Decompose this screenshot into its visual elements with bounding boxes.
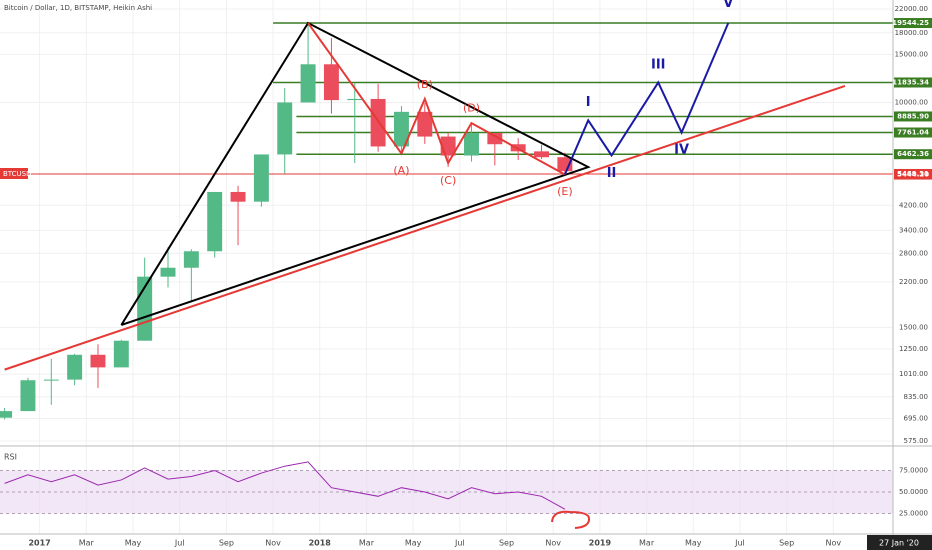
candle-body xyxy=(90,354,106,368)
level-badge xyxy=(894,169,932,180)
wave-label: (B) xyxy=(417,78,433,91)
rsi-label: RSI xyxy=(4,453,17,462)
rsi-line xyxy=(4,461,566,510)
level-label: 19544.25 xyxy=(892,19,929,27)
hand-drawn-circle xyxy=(551,510,591,529)
candle-body xyxy=(347,98,363,101)
x-tick-label: May xyxy=(405,539,422,548)
wave-label: (A) xyxy=(393,164,409,177)
level-badge xyxy=(894,77,932,88)
wave-label: III xyxy=(651,58,666,73)
y-tick-label: 1250.00 xyxy=(899,345,928,353)
wave-label: I xyxy=(586,95,591,110)
x-tick-label: Jul xyxy=(174,539,185,548)
annotation-line xyxy=(4,84,846,371)
level-label: 11835.34 xyxy=(892,78,929,86)
candle-body xyxy=(393,111,409,147)
x-tick-label: May xyxy=(685,539,702,548)
y-tick-label: 10000.00 xyxy=(895,98,928,106)
x-tick-label: Sep xyxy=(499,539,514,548)
x-tick-label: Jul xyxy=(734,539,745,548)
candle-body xyxy=(230,191,246,202)
x-tick-label: Sep xyxy=(219,539,234,548)
level-label: 7761.04 xyxy=(897,129,929,137)
chart-title: Bitcoin / Dollar, 1D, BITSTAMP, Heikin A… xyxy=(4,4,152,12)
candle-body xyxy=(253,154,269,202)
y-tick-label: 575.00 xyxy=(904,437,929,445)
annotation-line xyxy=(307,22,566,176)
x-tick-label: Nov xyxy=(545,539,561,548)
level-label: 5444.20 xyxy=(897,171,929,179)
level-badge xyxy=(894,111,932,122)
wave-label: II xyxy=(607,166,617,181)
candle-body xyxy=(183,251,199,268)
wave-label: (E) xyxy=(557,185,573,198)
candle-body xyxy=(277,102,293,155)
cursor-date-badge xyxy=(867,535,932,550)
candle-body xyxy=(67,354,83,380)
candle-body xyxy=(0,411,13,418)
candle-body xyxy=(160,267,176,277)
annotation-line xyxy=(120,21,591,326)
candle-body xyxy=(487,132,503,145)
wave-label: (C) xyxy=(440,174,456,187)
symbol-badge xyxy=(0,168,28,179)
candle-body xyxy=(113,340,129,368)
wave-label: IV xyxy=(674,142,689,157)
x-tick-label: Mar xyxy=(79,539,95,548)
y-tick-label: 22000.00 xyxy=(895,5,928,13)
level-label: 8885.90 xyxy=(897,112,929,120)
y-tick-label: 4200.00 xyxy=(899,201,928,209)
candle-body xyxy=(417,111,433,137)
y-tick-label: 2800.00 xyxy=(899,249,928,257)
y-tick-label: 835.00 xyxy=(904,393,929,401)
x-tick-label: Sep xyxy=(779,539,794,548)
level-badge xyxy=(894,149,932,160)
candle-body xyxy=(207,191,223,252)
grid xyxy=(0,0,893,534)
y-tick-label: 18000.00 xyxy=(895,29,928,37)
level-label: 6462.36 xyxy=(897,150,929,158)
x-tick-label: 2018 xyxy=(309,539,332,548)
wave-label: V xyxy=(723,0,733,11)
candle-body xyxy=(20,380,36,412)
y-tick-label: 2200.00 xyxy=(899,278,928,286)
candle-body xyxy=(370,98,386,147)
candle-body xyxy=(43,379,59,381)
x-tick-label: Jul xyxy=(454,539,465,548)
x-tick-label: 2017 xyxy=(28,539,50,548)
symbol-label: BTCUSD xyxy=(3,170,32,178)
marks xyxy=(0,18,932,510)
x-tick-label: 2019 xyxy=(589,539,612,548)
x-tick-label: Mar xyxy=(359,539,375,548)
annotation-line xyxy=(563,22,730,175)
rsi-tick-label: 25.0000 xyxy=(899,510,928,518)
y-tick-label: 3400.00 xyxy=(899,226,928,234)
x-tick-label: May xyxy=(125,539,142,548)
level-badge xyxy=(894,18,932,29)
wave-label: (D) xyxy=(463,102,480,115)
rsi-tick-label: 50.0000 xyxy=(899,488,928,496)
cursor-date: 27 Jan '20 xyxy=(879,539,919,548)
y-tick-label: 695.00 xyxy=(904,415,929,423)
y-tick-label: 1010.00 xyxy=(899,370,928,378)
x-tick-label: Nov xyxy=(265,539,281,548)
rsi-tick-label: 75.0000 xyxy=(899,467,928,475)
level-label: 5469.31 xyxy=(897,170,929,178)
candle-body xyxy=(464,132,479,156)
candle-body xyxy=(300,64,316,103)
candle-body xyxy=(323,64,339,101)
x-tick-label: Nov xyxy=(826,539,842,548)
candle-body xyxy=(534,151,549,158)
x-tick-label: Mar xyxy=(639,539,655,548)
y-tick-label: 1500.00 xyxy=(899,323,928,331)
y-tick-label: 15000.00 xyxy=(895,50,928,58)
level-badge xyxy=(894,127,932,138)
